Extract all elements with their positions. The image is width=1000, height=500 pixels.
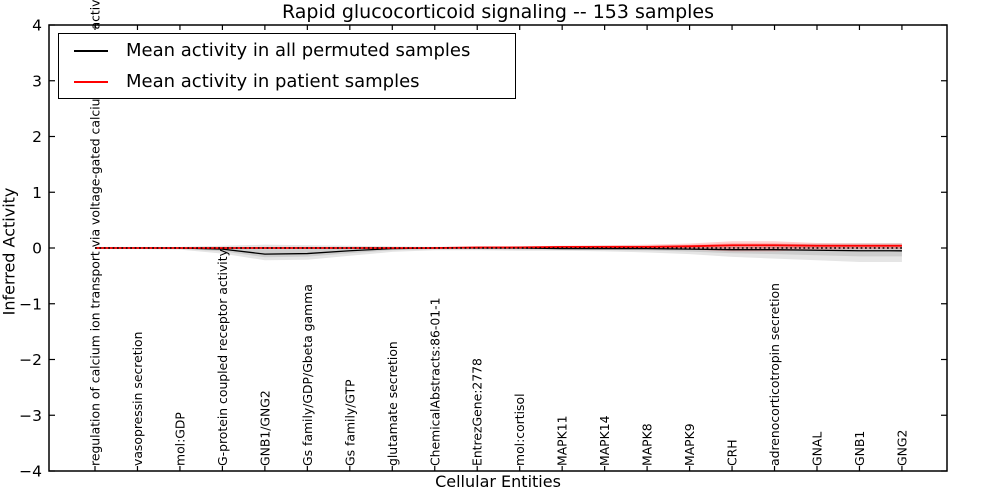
legend-label-patient: Mean activity in patient samples bbox=[126, 71, 420, 92]
y-axis-label: Inferred Activity bbox=[0, 187, 19, 316]
y-tick-label: 3 bbox=[32, 72, 42, 90]
legend-line-patient-icon bbox=[74, 80, 108, 83]
x-tick-label: CRH bbox=[725, 439, 740, 466]
x-axis-label: Cellular Entities bbox=[435, 472, 561, 491]
y-tick-label: −3 bbox=[19, 407, 42, 425]
x-tick-label: GNB1 bbox=[852, 431, 867, 466]
x-tick-label: GNG2 bbox=[894, 430, 909, 466]
y-tick-label: −2 bbox=[19, 351, 42, 369]
legend-entry-patient: Mean activity in patient samples bbox=[59, 67, 515, 96]
y-tick-label: 1 bbox=[32, 184, 42, 202]
x-tick-label: mol:GDP bbox=[172, 412, 187, 466]
x-tick-label: Gs family/GDP/Gbeta gamma bbox=[300, 284, 315, 466]
x-tick-label: regulation of calcium ion transport via … bbox=[88, 0, 103, 466]
chart-title: Rapid glucocorticoid signaling -- 153 sa… bbox=[281, 1, 715, 23]
x-tick-label: mol:cortisol bbox=[512, 393, 527, 466]
legend-line-permuted-icon bbox=[74, 49, 108, 52]
x-tick-label: adrenocorticotropin secretion bbox=[767, 283, 782, 466]
x-tick-label: GNAL bbox=[809, 432, 824, 466]
x-tick-label: MAPK9 bbox=[682, 423, 697, 466]
y-tick-label: 4 bbox=[32, 17, 42, 35]
x-tick-label: G-protein coupled receptor activity bbox=[215, 249, 230, 466]
y-tick-label: 2 bbox=[32, 128, 42, 146]
x-tick-label: MAPK14 bbox=[597, 415, 612, 466]
x-tick-label: EntrezGene:2778 bbox=[470, 358, 485, 466]
y-tick-label: −1 bbox=[19, 295, 42, 313]
y-tick-label: −4 bbox=[19, 463, 42, 481]
line-patient bbox=[95, 244, 902, 249]
legend-entry-permuted: Mean activity in all permuted samples bbox=[59, 36, 515, 65]
x-tick-label: MAPK8 bbox=[640, 423, 655, 466]
x-tick-label: MAPK11 bbox=[555, 415, 570, 466]
x-tick-label: glutamate secretion bbox=[385, 341, 400, 466]
legend-label-permuted: Mean activity in all permuted samples bbox=[126, 40, 471, 61]
legend: Mean activity in all permuted samples Me… bbox=[58, 33, 516, 99]
x-tick-label: vasopressin secretion bbox=[130, 332, 145, 467]
band-patient bbox=[95, 243, 902, 249]
y-tick-label: 0 bbox=[32, 240, 42, 258]
x-tick-label: ChemicalAbstracts:86-01-1 bbox=[427, 298, 442, 467]
x-tick-label: Gs family/GTP bbox=[342, 379, 357, 466]
x-tick-label: GNB1/GNG2 bbox=[257, 390, 272, 466]
